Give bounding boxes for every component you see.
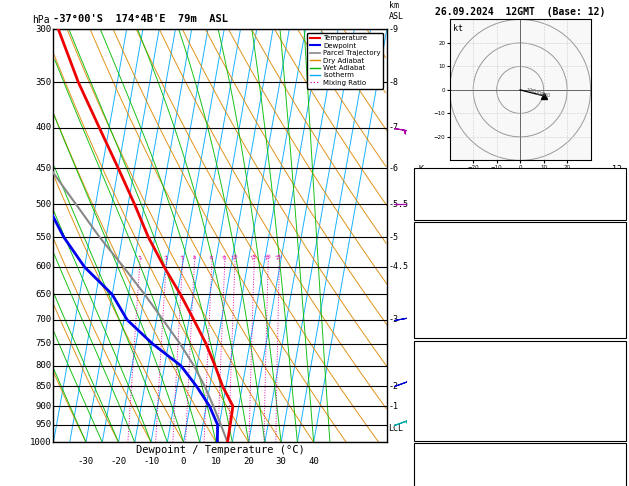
Text: -3: -3	[389, 315, 399, 324]
X-axis label: Dewpoint / Temperature (°C): Dewpoint / Temperature (°C)	[136, 445, 304, 455]
Bar	[414, 443, 626, 486]
Text: 0: 0	[617, 426, 622, 435]
Text: 311: 311	[607, 378, 622, 387]
Text: 650: 650	[36, 290, 52, 299]
Text: 25: 25	[275, 254, 284, 261]
Text: θᴇ(K): θᴇ(K)	[418, 276, 443, 285]
Text: 6: 6	[209, 255, 214, 261]
Text: CAPE (J): CAPE (J)	[418, 410, 459, 419]
Bar	[414, 341, 626, 441]
Text: 10: 10	[612, 292, 622, 301]
Text: 38: 38	[612, 481, 622, 486]
Text: 750: 750	[36, 339, 52, 348]
Text: 40: 40	[540, 92, 547, 97]
Text: 10.4: 10.4	[602, 260, 622, 269]
Text: CAPE (J): CAPE (J)	[418, 308, 459, 317]
Text: © weatheronline.co.uk: © weatheronline.co.uk	[472, 474, 569, 484]
Text: -1: -1	[389, 401, 399, 411]
Text: Pressure (mb): Pressure (mb)	[418, 362, 484, 371]
Text: 50: 50	[545, 93, 551, 98]
Text: CIN (J): CIN (J)	[418, 426, 454, 435]
Text: -10: -10	[143, 457, 159, 466]
Bar	[414, 168, 626, 220]
Text: -9: -9	[389, 25, 399, 34]
Text: 40: 40	[308, 457, 319, 466]
Text: θᴇ (K): θᴇ (K)	[418, 378, 448, 387]
Text: Lifted Index: Lifted Index	[418, 394, 479, 403]
Text: 550: 550	[36, 233, 52, 242]
Text: 20: 20	[243, 457, 254, 466]
Text: 8: 8	[222, 255, 228, 261]
Text: -7: -7	[389, 123, 399, 132]
Text: 800: 800	[36, 361, 52, 370]
Text: -4.5: -4.5	[389, 262, 408, 272]
Text: 0: 0	[181, 457, 186, 466]
Text: Totals Totals: Totals Totals	[418, 181, 484, 190]
Text: 30: 30	[535, 90, 542, 96]
Text: 0: 0	[617, 410, 622, 419]
Text: 10: 10	[211, 457, 221, 466]
Text: Temp (°C): Temp (°C)	[418, 243, 464, 253]
Text: 700: 700	[36, 315, 52, 324]
Text: 308: 308	[607, 276, 622, 285]
Text: 900: 900	[607, 362, 622, 371]
Text: 450: 450	[36, 164, 52, 173]
Text: LCL: LCL	[389, 424, 403, 434]
Text: 1000: 1000	[30, 438, 52, 447]
Text: 1: 1	[137, 255, 143, 261]
Text: 39: 39	[612, 181, 622, 190]
Text: 8: 8	[617, 394, 622, 403]
Text: 12: 12	[612, 165, 622, 174]
Text: -5: -5	[389, 233, 399, 242]
Text: -37°00'S  174°4B'E  79m  ASL: -37°00'S 174°4B'E 79m ASL	[53, 14, 228, 24]
Text: Dewp (°C): Dewp (°C)	[418, 260, 464, 269]
Bar	[414, 222, 626, 338]
Text: 15: 15	[250, 254, 259, 261]
Text: 0: 0	[617, 308, 622, 317]
Text: -5.5: -5.5	[389, 200, 408, 209]
Text: -48: -48	[607, 465, 622, 474]
Text: -2: -2	[389, 382, 399, 391]
Text: 20: 20	[264, 254, 272, 261]
Text: kt: kt	[452, 24, 462, 33]
Text: -6: -6	[389, 164, 399, 173]
Text: 13.5: 13.5	[602, 243, 622, 253]
Text: 300: 300	[36, 25, 52, 34]
Text: 350: 350	[36, 78, 52, 87]
Text: hPa: hPa	[32, 15, 50, 25]
Text: K: K	[418, 165, 423, 174]
Text: Hodograph: Hodograph	[498, 449, 543, 458]
Text: Lifted Index: Lifted Index	[418, 292, 479, 301]
Text: 850: 850	[36, 382, 52, 391]
Text: 400: 400	[36, 123, 52, 132]
Text: SREH: SREH	[418, 481, 438, 486]
Text: 26.09.2024  12GMT  (Base: 12): 26.09.2024 12GMT (Base: 12)	[435, 7, 605, 17]
Text: 950: 950	[36, 420, 52, 429]
Text: 30: 30	[276, 457, 286, 466]
Text: CIN (J): CIN (J)	[418, 324, 454, 333]
Legend: Temperature, Dewpoint, Parcel Trajectory, Dry Adiabat, Wet Adiabat, Isotherm, Mi: Temperature, Dewpoint, Parcel Trajectory…	[307, 33, 383, 88]
Text: 2.19: 2.19	[602, 197, 622, 206]
Text: PW (cm): PW (cm)	[418, 197, 454, 206]
Text: 0: 0	[617, 324, 622, 333]
Text: Surface: Surface	[503, 227, 538, 237]
Text: 900: 900	[36, 401, 52, 411]
Text: 20: 20	[531, 89, 537, 94]
Text: EH: EH	[418, 465, 428, 474]
Text: 2: 2	[164, 255, 169, 261]
Text: 10: 10	[526, 88, 532, 93]
Text: 10: 10	[231, 254, 239, 261]
Text: -8: -8	[389, 78, 399, 87]
Text: -20: -20	[111, 457, 126, 466]
Text: Most Unstable: Most Unstable	[487, 346, 553, 355]
Text: -30: -30	[78, 457, 94, 466]
Text: 600: 600	[36, 262, 52, 272]
Text: 3: 3	[180, 255, 185, 261]
Text: 500: 500	[36, 200, 52, 209]
Text: 4: 4	[192, 255, 198, 261]
Text: km
ASL: km ASL	[389, 1, 403, 21]
